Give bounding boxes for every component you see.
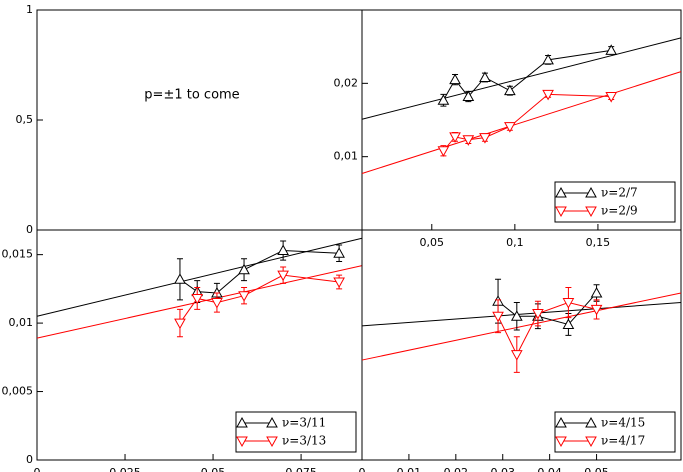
marker — [504, 122, 516, 133]
legend-marker — [555, 436, 567, 448]
marker — [238, 291, 250, 302]
marker — [479, 133, 491, 144]
marker — [605, 44, 618, 55]
x-tick-label: 0,05 — [201, 466, 226, 472]
y-tick-label: 0,02 — [334, 76, 359, 89]
x-tick-label: 0,04 — [537, 466, 562, 472]
legend-marker — [555, 186, 567, 198]
marker — [542, 89, 554, 101]
legend-label: ν=2/9 — [601, 204, 638, 218]
legend-box — [235, 411, 357, 453]
marker — [174, 318, 186, 330]
x-tick-label: 0,1 — [506, 236, 524, 249]
fit-line — [361, 71, 682, 175]
legend-label: ν=4/15 — [601, 416, 645, 430]
y-tick-label: 0,5 — [16, 113, 34, 126]
marker — [542, 53, 554, 65]
annotation: p=±1 to come — [144, 88, 239, 103]
marker — [437, 146, 450, 157]
legend-marker — [585, 206, 597, 218]
legend-marker — [236, 436, 248, 448]
y-tick-label: 0,015 — [2, 248, 34, 261]
panel-frame — [361, 229, 682, 461]
legend-box — [554, 181, 676, 223]
marker — [191, 293, 204, 305]
marker — [562, 298, 575, 309]
x-tick-label: 0,05 — [420, 236, 445, 249]
marker — [277, 270, 289, 282]
legend-marker — [266, 436, 278, 448]
x-tick-label: 0,025 — [109, 466, 141, 472]
legend-marker — [555, 416, 567, 428]
marker — [174, 273, 186, 284]
marker — [333, 277, 345, 289]
y-tick-label: 0 — [26, 453, 33, 466]
x-tick-label: 0,01 — [397, 466, 422, 472]
legend-label: ν=4/17 — [601, 434, 645, 448]
legend-marker — [266, 416, 278, 428]
marker — [238, 263, 250, 275]
x-tick-label: 0 — [359, 466, 366, 472]
marker — [462, 90, 475, 102]
marker — [605, 92, 618, 103]
marker — [211, 298, 223, 309]
legend-marker — [585, 186, 597, 198]
marker — [333, 247, 345, 258]
legend-marker — [555, 206, 567, 218]
series-line — [179, 250, 340, 294]
legend-marker — [585, 436, 597, 448]
marker — [590, 286, 603, 298]
fit-line — [36, 237, 363, 317]
legend-label: ν=3/11 — [282, 416, 326, 430]
marker — [532, 309, 544, 320]
legend-marker — [236, 416, 248, 428]
y-tick-label: 1 — [26, 3, 33, 16]
x-tick-label: 0 — [34, 466, 41, 472]
y-tick-label: 0,01 — [9, 316, 34, 329]
legend-box — [554, 411, 676, 453]
legend-label: ν=3/13 — [282, 434, 326, 448]
marker — [562, 318, 575, 329]
marker — [449, 73, 461, 85]
fit-line — [361, 302, 682, 327]
panel-frame — [36, 9, 363, 231]
marker — [277, 244, 289, 256]
series-line — [179, 274, 340, 324]
x-tick-label: 0,15 — [586, 236, 611, 249]
y-tick-label: 0,01 — [334, 150, 359, 163]
legend-label: ν=2/7 — [601, 186, 638, 200]
x-tick-label: 0,05 — [584, 466, 609, 472]
x-tick-label: 0,075 — [285, 466, 317, 472]
marker — [510, 350, 523, 361]
marker — [492, 311, 504, 323]
x-tick-label: 0,03 — [490, 466, 515, 472]
fit-line — [36, 265, 363, 339]
fit-line — [361, 37, 682, 120]
marker — [504, 84, 516, 96]
fit-line — [361, 292, 682, 361]
marker — [437, 94, 450, 105]
y-tick-label: 0,005 — [2, 385, 34, 398]
marker — [479, 71, 491, 82]
marker — [510, 310, 523, 321]
y-tick-label: 0 — [26, 223, 33, 236]
marker — [590, 304, 603, 316]
x-tick-label: 0,02 — [444, 466, 469, 472]
marker — [462, 135, 475, 146]
legend-marker — [585, 416, 597, 428]
marker — [449, 132, 461, 143]
